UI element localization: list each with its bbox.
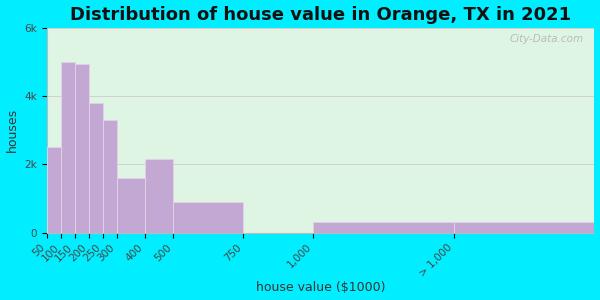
- Bar: [61, 62, 74, 232]
- Bar: [313, 222, 454, 233]
- Bar: [89, 103, 103, 232]
- Text: City-Data.com: City-Data.com: [509, 34, 583, 44]
- Bar: [117, 178, 145, 232]
- Bar: [173, 202, 243, 232]
- Y-axis label: houses: houses: [5, 108, 19, 152]
- X-axis label: house value ($1000): house value ($1000): [256, 281, 385, 294]
- Bar: [145, 159, 173, 232]
- Bar: [103, 120, 117, 232]
- Bar: [47, 147, 61, 232]
- Bar: [454, 222, 595, 233]
- Bar: [74, 64, 89, 232]
- Title: Distribution of house value in Orange, TX in 2021: Distribution of house value in Orange, T…: [70, 6, 571, 24]
